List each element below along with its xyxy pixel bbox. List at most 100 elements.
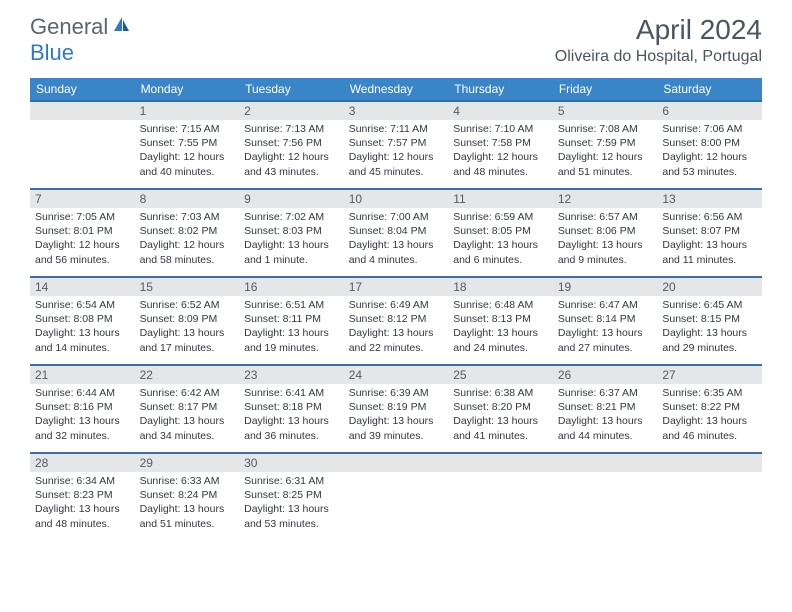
daylight-line2: and 41 minutes. <box>453 429 548 443</box>
title-block: April 2024 Oliveira do Hospital, Portuga… <box>555 14 762 66</box>
day-number: 9 <box>239 190 344 208</box>
calendar-cell: 22Sunrise: 6:42 AMSunset: 8:17 PMDayligh… <box>135 365 240 453</box>
weekday-header: Thursday <box>448 78 553 101</box>
day-details: Sunrise: 6:33 AMSunset: 8:24 PMDaylight:… <box>135 472 240 535</box>
calendar-cell <box>344 453 449 541</box>
daylight-line1: Daylight: 13 hours <box>35 326 130 340</box>
daylight-line1: Daylight: 13 hours <box>35 414 130 428</box>
calendar-cell: 11Sunrise: 6:59 AMSunset: 8:05 PMDayligh… <box>448 189 553 277</box>
calendar-cell: 20Sunrise: 6:45 AMSunset: 8:15 PMDayligh… <box>657 277 762 365</box>
weekday-header-row: SundayMondayTuesdayWednesdayThursdayFrid… <box>30 78 762 101</box>
day-number: 18 <box>448 278 553 296</box>
daylight-line2: and 46 minutes. <box>662 429 757 443</box>
daylight-line1: Daylight: 13 hours <box>453 326 548 340</box>
day-details: Sunrise: 7:06 AMSunset: 8:00 PMDaylight:… <box>657 120 762 183</box>
weekday-header: Tuesday <box>239 78 344 101</box>
sunset-text: Sunset: 8:25 PM <box>244 488 339 502</box>
calendar-cell <box>553 453 658 541</box>
day-number: 29 <box>135 454 240 472</box>
day-details: Sunrise: 6:42 AMSunset: 8:17 PMDaylight:… <box>135 384 240 447</box>
day-number: 14 <box>30 278 135 296</box>
calendar-cell: 25Sunrise: 6:38 AMSunset: 8:20 PMDayligh… <box>448 365 553 453</box>
sail-icon <box>112 15 132 33</box>
daylight-line1: Daylight: 13 hours <box>662 414 757 428</box>
daylight-line2: and 1 minute. <box>244 253 339 267</box>
weekday-header: Wednesday <box>344 78 449 101</box>
day-details: Sunrise: 6:34 AMSunset: 8:23 PMDaylight:… <box>30 472 135 535</box>
sunset-text: Sunset: 8:23 PM <box>35 488 130 502</box>
daylight-line1: Daylight: 13 hours <box>244 238 339 252</box>
day-details: Sunrise: 6:45 AMSunset: 8:15 PMDaylight:… <box>657 296 762 359</box>
day-number: 17 <box>344 278 449 296</box>
calendar-cell: 13Sunrise: 6:56 AMSunset: 8:07 PMDayligh… <box>657 189 762 277</box>
month-title: April 2024 <box>555 14 762 46</box>
sunrise-text: Sunrise: 7:06 AM <box>662 122 757 136</box>
sunset-text: Sunset: 8:13 PM <box>453 312 548 326</box>
daylight-line1: Daylight: 12 hours <box>35 238 130 252</box>
sunrise-text: Sunrise: 7:08 AM <box>558 122 653 136</box>
day-number: 22 <box>135 366 240 384</box>
day-details: Sunrise: 7:03 AMSunset: 8:02 PMDaylight:… <box>135 208 240 271</box>
weekday-header: Friday <box>553 78 658 101</box>
day-details: Sunrise: 6:41 AMSunset: 8:18 PMDaylight:… <box>239 384 344 447</box>
calendar-row: 1Sunrise: 7:15 AMSunset: 7:55 PMDaylight… <box>30 101 762 189</box>
daylight-line1: Daylight: 13 hours <box>35 502 130 516</box>
calendar-cell <box>448 453 553 541</box>
empty-day <box>448 454 553 472</box>
sunrise-text: Sunrise: 6:31 AM <box>244 474 339 488</box>
calendar-cell: 3Sunrise: 7:11 AMSunset: 7:57 PMDaylight… <box>344 101 449 189</box>
calendar-cell: 26Sunrise: 6:37 AMSunset: 8:21 PMDayligh… <box>553 365 658 453</box>
daylight-line1: Daylight: 12 hours <box>662 150 757 164</box>
day-number: 5 <box>553 102 658 120</box>
calendar-cell: 6Sunrise: 7:06 AMSunset: 8:00 PMDaylight… <box>657 101 762 189</box>
calendar-body: 1Sunrise: 7:15 AMSunset: 7:55 PMDaylight… <box>30 101 762 541</box>
daylight-line2: and 9 minutes. <box>558 253 653 267</box>
daylight-line2: and 34 minutes. <box>140 429 235 443</box>
daylight-line2: and 32 minutes. <box>35 429 130 443</box>
day-number: 20 <box>657 278 762 296</box>
day-number: 13 <box>657 190 762 208</box>
daylight-line1: Daylight: 13 hours <box>558 414 653 428</box>
logo-text-part1: General <box>30 14 108 40</box>
sunrise-text: Sunrise: 7:13 AM <box>244 122 339 136</box>
daylight-line2: and 51 minutes. <box>558 165 653 179</box>
daylight-line2: and 11 minutes. <box>662 253 757 267</box>
daylight-line1: Daylight: 13 hours <box>558 238 653 252</box>
daylight-line1: Daylight: 13 hours <box>558 326 653 340</box>
sunrise-text: Sunrise: 6:33 AM <box>140 474 235 488</box>
day-details: Sunrise: 6:49 AMSunset: 8:12 PMDaylight:… <box>344 296 449 359</box>
logo: General <box>30 14 134 40</box>
sunrise-text: Sunrise: 6:51 AM <box>244 298 339 312</box>
calendar-cell: 5Sunrise: 7:08 AMSunset: 7:59 PMDaylight… <box>553 101 658 189</box>
sunset-text: Sunset: 8:09 PM <box>140 312 235 326</box>
daylight-line1: Daylight: 12 hours <box>140 238 235 252</box>
calendar-cell: 21Sunrise: 6:44 AMSunset: 8:16 PMDayligh… <box>30 365 135 453</box>
calendar-row: 28Sunrise: 6:34 AMSunset: 8:23 PMDayligh… <box>30 453 762 541</box>
daylight-line1: Daylight: 13 hours <box>662 238 757 252</box>
daylight-line2: and 24 minutes. <box>453 341 548 355</box>
weekday-header: Saturday <box>657 78 762 101</box>
calendar-cell <box>30 101 135 189</box>
day-details: Sunrise: 6:47 AMSunset: 8:14 PMDaylight:… <box>553 296 658 359</box>
sunset-text: Sunset: 7:57 PM <box>349 136 444 150</box>
daylight-line2: and 17 minutes. <box>140 341 235 355</box>
daylight-line2: and 45 minutes. <box>349 165 444 179</box>
day-number: 30 <box>239 454 344 472</box>
day-details: Sunrise: 6:59 AMSunset: 8:05 PMDaylight:… <box>448 208 553 271</box>
sunset-text: Sunset: 8:12 PM <box>349 312 444 326</box>
day-details: Sunrise: 6:48 AMSunset: 8:13 PMDaylight:… <box>448 296 553 359</box>
sunrise-text: Sunrise: 6:44 AM <box>35 386 130 400</box>
daylight-line1: Daylight: 13 hours <box>140 326 235 340</box>
sunrise-text: Sunrise: 6:48 AM <box>453 298 548 312</box>
sunset-text: Sunset: 8:19 PM <box>349 400 444 414</box>
day-number: 8 <box>135 190 240 208</box>
sunrise-text: Sunrise: 6:59 AM <box>453 210 548 224</box>
daylight-line1: Daylight: 12 hours <box>244 150 339 164</box>
day-number: 25 <box>448 366 553 384</box>
sunrise-text: Sunrise: 6:49 AM <box>349 298 444 312</box>
sunrise-text: Sunrise: 7:11 AM <box>349 122 444 136</box>
daylight-line1: Daylight: 13 hours <box>453 238 548 252</box>
day-number: 2 <box>239 102 344 120</box>
sunset-text: Sunset: 8:08 PM <box>35 312 130 326</box>
calendar-cell: 2Sunrise: 7:13 AMSunset: 7:56 PMDaylight… <box>239 101 344 189</box>
